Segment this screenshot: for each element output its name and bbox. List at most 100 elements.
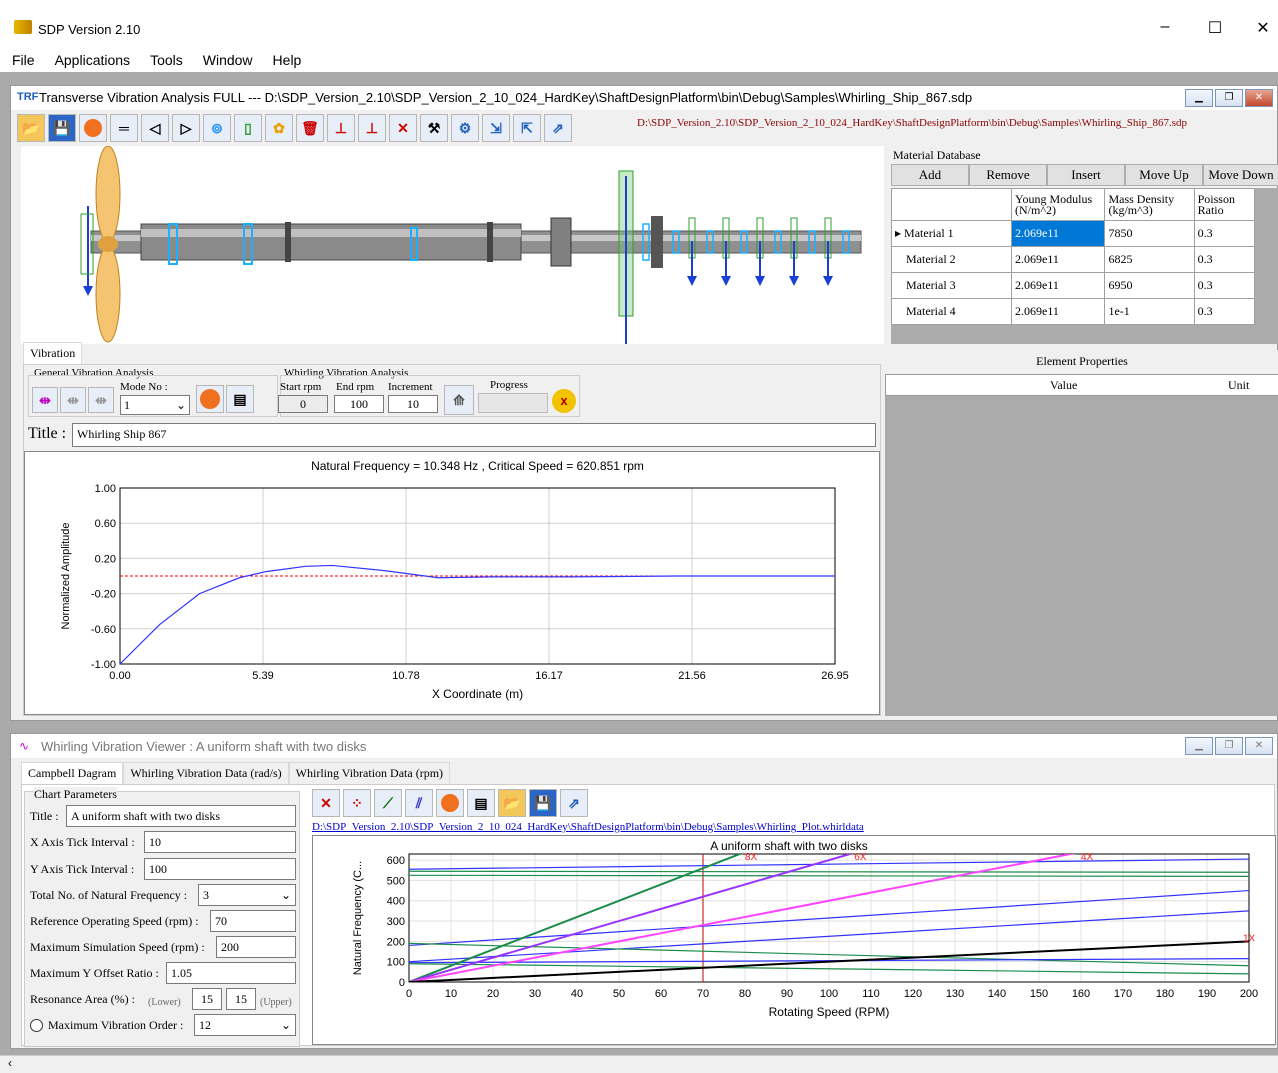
export-icon[interactable]: ⇗ bbox=[544, 114, 572, 142]
report-icon[interactable]: ▤ bbox=[226, 385, 254, 413]
tool-icon[interactable]: ⚒ bbox=[420, 114, 448, 142]
arrow-in-icon[interactable]: ⇲ bbox=[482, 114, 510, 142]
menu-help[interactable]: Help bbox=[272, 52, 302, 68]
material-young[interactable]: 2.069e11 bbox=[1010, 220, 1106, 247]
clear-icon[interactable]: ✕ bbox=[312, 789, 340, 817]
scroll-left-icon[interactable]: ‹ bbox=[8, 1056, 12, 1070]
whirl-close-button[interactable]: ✕ bbox=[1245, 737, 1273, 755]
material-row[interactable]: Material 3 2.069e11 6950 0.3 bbox=[891, 272, 1256, 299]
open-folder-icon[interactable]: 📂 bbox=[17, 114, 45, 142]
max-order-radio[interactable] bbox=[30, 1019, 43, 1032]
battery-icon[interactable]: ▯ bbox=[234, 114, 262, 142]
mode-grid-icon[interactable]: ⇹ bbox=[60, 387, 86, 413]
menu-window[interactable]: Window bbox=[202, 52, 253, 68]
bar-icon[interactable]: ═ bbox=[110, 114, 138, 142]
material-density[interactable]: 1e-1 bbox=[1104, 298, 1195, 325]
delete-icon[interactable]: 🗑 bbox=[296, 114, 324, 142]
chart-params-label: Chart Parameters bbox=[34, 787, 117, 802]
menu-applications[interactable]: Applications bbox=[54, 52, 131, 68]
horizontal-scrollbar[interactable]: ‹ bbox=[0, 1055, 1278, 1073]
material-row[interactable]: Material 2 2.069e11 6825 0.3 bbox=[891, 246, 1256, 273]
total-freq-select[interactable]: 3 ⌄ bbox=[198, 884, 296, 906]
propeller-icon[interactable]: ✿ bbox=[265, 114, 293, 142]
y-tick-input[interactable]: 100 bbox=[144, 858, 296, 880]
increment-input[interactable]: 10 bbox=[388, 395, 438, 413]
bearing-icon[interactable]: ⊚ bbox=[203, 114, 231, 142]
max-speed-input[interactable]: 200 bbox=[216, 936, 296, 958]
material-poisson[interactable]: 0.3 bbox=[1193, 298, 1256, 325]
save-whirl-icon[interactable]: 💾 bbox=[529, 789, 557, 817]
tab-whirl-rpm[interactable]: Whirling Vibration Data (rpm) bbox=[288, 762, 451, 784]
minimize-button[interactable]: – bbox=[1160, 18, 1170, 35]
move-up-button[interactable]: Move Up bbox=[1125, 164, 1203, 186]
remove-material-button[interactable]: Remove bbox=[969, 164, 1047, 186]
material-young[interactable]: 2.069e11 bbox=[1010, 272, 1106, 299]
material-poisson[interactable]: 0.3 bbox=[1193, 272, 1256, 299]
lines-icon[interactable]: ⟋ bbox=[374, 789, 402, 817]
x-tick-input[interactable]: 10 bbox=[144, 831, 296, 853]
tab-campbell[interactable]: Campbell Dagram bbox=[21, 762, 124, 784]
whirl-restore-button[interactable]: ❐ bbox=[1215, 737, 1243, 755]
save-icon[interactable]: 💾 bbox=[48, 114, 76, 142]
arrow-out-icon[interactable]: ⇱ bbox=[513, 114, 541, 142]
run-icon[interactable] bbox=[79, 114, 107, 142]
material-poisson[interactable]: 0.3 bbox=[1193, 246, 1256, 273]
left-taper-icon[interactable]: ◁ bbox=[141, 114, 169, 142]
material-density[interactable]: 7850 bbox=[1104, 220, 1195, 247]
menu-file[interactable]: File bbox=[12, 52, 35, 68]
insert-right-icon[interactable]: ⊥ bbox=[358, 114, 386, 142]
add-material-button[interactable]: Add bbox=[891, 164, 969, 186]
tva-restore-button[interactable]: ❐ bbox=[1215, 89, 1243, 107]
material-density[interactable]: 6825 bbox=[1104, 246, 1195, 273]
y-tick-label: 0 bbox=[399, 977, 405, 989]
material-poisson[interactable]: 0.3 bbox=[1193, 220, 1256, 247]
material-row[interactable]: Material 4 2.069e11 1e-1 0.3 bbox=[891, 298, 1256, 325]
cancel-icon[interactable]: x bbox=[552, 389, 576, 413]
right-taper-icon[interactable]: ▷ bbox=[172, 114, 200, 142]
ref-speed-input[interactable]: 70 bbox=[210, 910, 296, 932]
material-grid[interactable]: Young Modulus (N/m^2) Mass Density (kg/m… bbox=[891, 188, 1278, 344]
material-young[interactable]: 2.069e11 bbox=[1010, 298, 1106, 325]
open-icon[interactable]: 📂 bbox=[498, 789, 526, 817]
cross-tool-icon[interactable]: ✕ bbox=[389, 114, 417, 142]
material-density[interactable]: 6950 bbox=[1104, 272, 1195, 299]
tab-vibration[interactable]: Vibration bbox=[23, 342, 83, 364]
insert-material-button[interactable]: Insert bbox=[1047, 164, 1125, 186]
scatter-icon[interactable]: ⁘ bbox=[343, 789, 371, 817]
title-input[interactable]: Whirling Ship 867 bbox=[72, 423, 876, 447]
document-icon[interactable]: ▤ bbox=[467, 789, 495, 817]
dotted-lines-icon[interactable]: ⫽ bbox=[405, 789, 433, 817]
mode-bars-icon[interactable]: ⇹ bbox=[88, 387, 114, 413]
insert-left-icon[interactable]: ⊥ bbox=[327, 114, 355, 142]
tva-minimize-button[interactable]: ▁ bbox=[1185, 89, 1213, 107]
x-tick-label: 16.17 bbox=[535, 670, 563, 682]
start-rpm-input[interactable]: 0 bbox=[278, 395, 328, 413]
menu-tools[interactable]: Tools bbox=[150, 52, 183, 68]
gear-icon[interactable]: ⚙ bbox=[451, 114, 479, 142]
x-tick-label: 110 bbox=[862, 988, 880, 1000]
max-offset-input[interactable]: 1.05 bbox=[166, 962, 296, 984]
whirl-run-icon[interactable]: ⟰ bbox=[444, 385, 474, 415]
close-button[interactable]: ✕ bbox=[1256, 20, 1270, 37]
campbell-title: A uniform shaft with two disks bbox=[710, 839, 867, 853]
run-whirl-icon[interactable] bbox=[436, 789, 464, 817]
tva-close-button[interactable]: ✕ bbox=[1245, 89, 1273, 107]
export-whirl-icon[interactable]: ⇗ bbox=[560, 789, 588, 817]
resonance-upper-input[interactable]: 15 bbox=[226, 988, 256, 1010]
whirl-minimize-button[interactable]: ▁ bbox=[1185, 737, 1213, 755]
shaft-diagram[interactable] bbox=[21, 145, 884, 344]
x-tick-label: 170 bbox=[1114, 988, 1132, 1000]
chart-title-input[interactable]: A uniform shaft with two disks bbox=[66, 805, 296, 827]
material-row[interactable]: ▸ Material 1 2.069e11 7850 0.3 bbox=[891, 220, 1256, 247]
resonance-lower-input[interactable]: 15 bbox=[192, 988, 222, 1010]
col-density: Mass Density (kg/m^3) bbox=[1104, 188, 1195, 221]
maximize-button[interactable]: ☐ bbox=[1207, 20, 1223, 37]
mode-shape-icon[interactable]: ⇹ bbox=[32, 387, 58, 413]
tab-whirl-rad[interactable]: Whirling Vibration Data (rad/s) bbox=[123, 762, 289, 784]
material-young[interactable]: 2.069e11 bbox=[1010, 246, 1106, 273]
mode-select[interactable]: 1 ⌄ bbox=[120, 395, 190, 415]
move-down-button[interactable]: Move Down bbox=[1203, 164, 1278, 186]
run-mode-icon[interactable] bbox=[196, 385, 224, 413]
end-rpm-input[interactable]: 100 bbox=[334, 395, 384, 413]
max-order-select[interactable]: 12 ⌄ bbox=[194, 1014, 296, 1036]
